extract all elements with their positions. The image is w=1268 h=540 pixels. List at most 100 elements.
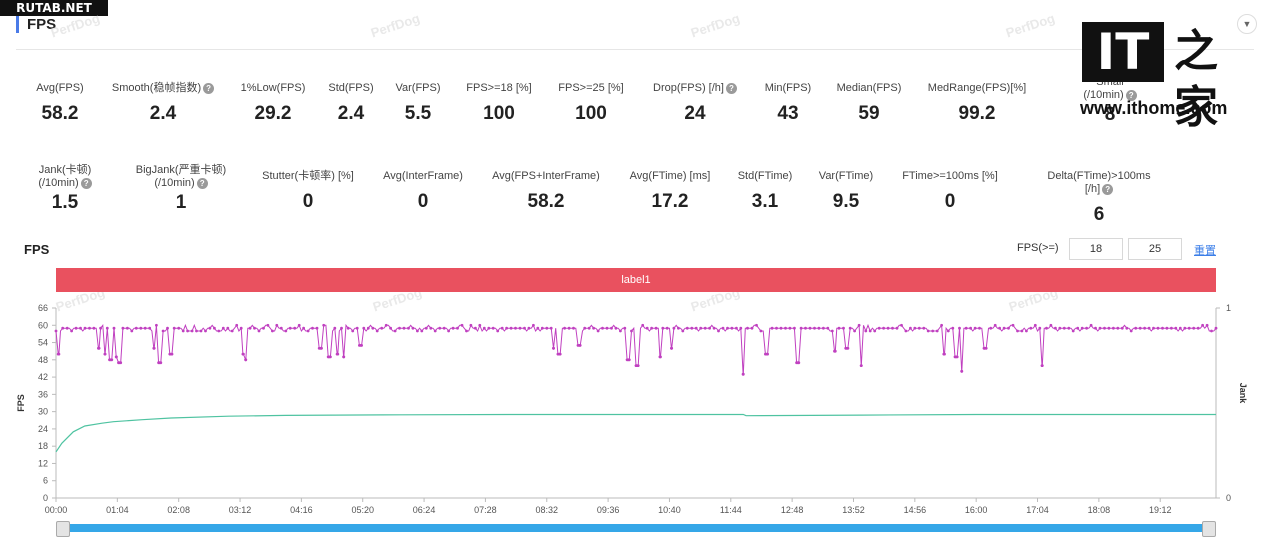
fps-point: [909, 326, 912, 330]
fps-point: [496, 329, 500, 333]
fps-point: [170, 352, 174, 356]
fps-point: [266, 323, 270, 327]
fps-point: [105, 326, 109, 330]
stat-label: FPS>=25 [%]: [531, 82, 651, 95]
fps-point: [826, 326, 830, 330]
fps-point: [1210, 329, 1213, 333]
slider-handle-left[interactable]: [56, 521, 70, 537]
fps-point: [451, 326, 455, 330]
fps-point: [92, 326, 96, 330]
fps-point: [514, 326, 517, 330]
stat-value: 1.5: [51, 192, 79, 213]
stat-label-text: FTime>=100ms [%]: [902, 170, 998, 182]
stat-stats_row2-9: Delta(FTime)>100ms [/h]? 6: [1039, 170, 1159, 226]
fps-point: [940, 323, 943, 327]
fps-point: [217, 329, 221, 333]
stat-label-text: Avg(FPS): [36, 82, 84, 94]
fps-point: [636, 364, 640, 367]
section-title: FPS: [16, 16, 56, 33]
fps-point: [1161, 326, 1164, 330]
fps-point: [244, 358, 248, 362]
y-tick-label: 54: [38, 338, 48, 348]
fps-point: [830, 329, 834, 333]
slider-handle-right[interactable]: [1202, 521, 1216, 537]
fps-point: [969, 326, 972, 330]
fps-point: [420, 329, 424, 333]
fps-point: [208, 326, 212, 330]
fps-point: [288, 326, 292, 330]
fps-point: [735, 326, 738, 330]
stat-label: Delta(FTime)>100ms [/h]?: [1039, 170, 1159, 196]
x-tick-label: 09:36: [597, 505, 620, 515]
fps-point: [797, 361, 801, 365]
fps-point: [130, 329, 134, 333]
help-icon[interactable]: ?: [80, 177, 92, 189]
stat-label: Avg(FPS): [0, 82, 120, 95]
help-icon[interactable]: ?: [1102, 183, 1114, 195]
stat-label: BigJank(严重卡顿) (/10min)?: [121, 164, 241, 190]
reset-button[interactable]: 重置: [1194, 245, 1216, 257]
fps-point: [491, 326, 495, 330]
help-icon[interactable]: ?: [1125, 89, 1137, 101]
fps-point: [739, 326, 743, 330]
stat-value: 8: [1104, 104, 1116, 125]
fps-point: [1174, 326, 1178, 330]
fps-threshold-input-2[interactable]: 25: [1128, 238, 1182, 260]
fps-point: [1007, 326, 1010, 330]
x-tick-label: 18:08: [1088, 505, 1111, 515]
fps-point: [275, 323, 279, 327]
fps-point: [1045, 326, 1048, 330]
stat-label: Median(FPS): [809, 82, 929, 95]
fps-point: [943, 352, 946, 356]
fps-point: [527, 326, 531, 330]
label-bar[interactable]: label1: [56, 268, 1216, 292]
fps-point: [88, 326, 91, 330]
logo-it: IT: [1082, 22, 1164, 82]
fps-point: [984, 346, 988, 350]
help-icon[interactable]: ?: [725, 82, 737, 94]
fps-point: [505, 326, 508, 330]
fps-point: [592, 326, 595, 330]
chart-title: FPS: [24, 242, 50, 257]
slider-track[interactable]: [64, 524, 1208, 532]
x-tick-label: 07:28: [474, 505, 497, 515]
logo-url: www.ithome.com: [1080, 98, 1228, 118]
fps-threshold-input-1[interactable]: 18: [1069, 238, 1123, 260]
stat-label: FPS>=18 [%]: [439, 82, 559, 95]
fps-point: [813, 326, 816, 330]
fps-point: [360, 344, 363, 347]
chevron-down-icon[interactable]: ▼: [1237, 14, 1257, 34]
fps-point: [913, 326, 917, 330]
help-icon[interactable]: ?: [196, 177, 208, 189]
fps-point: [500, 326, 504, 330]
fps-point: [730, 326, 734, 330]
fps-point: [342, 355, 346, 359]
fps-point: [1116, 326, 1120, 330]
fps-point: [74, 326, 78, 330]
fps-point: [951, 326, 955, 330]
time-range-slider[interactable]: [56, 521, 1216, 537]
fps-point: [685, 326, 689, 330]
x-tick-label: 12:48: [781, 505, 804, 515]
fps-point: [226, 326, 230, 330]
fps-point: [221, 326, 225, 330]
fps-point: [1178, 326, 1182, 330]
fps-point: [1011, 323, 1015, 327]
stat-stats_row2-3: Avg(InterFrame) 0: [363, 170, 483, 213]
fps-point: [1002, 326, 1006, 330]
stat-value: 43: [777, 103, 799, 124]
fps-point: [433, 329, 437, 333]
fps-point: [681, 329, 685, 333]
fps-point: [235, 323, 239, 327]
stat-value: 9.5: [832, 191, 860, 212]
fps-point: [465, 329, 468, 333]
fps-point: [567, 326, 571, 330]
help-icon[interactable]: ?: [203, 82, 215, 94]
fps-point: [1094, 326, 1097, 330]
stat-label-text: FPS>=25 [%]: [558, 82, 624, 94]
fps-point: [601, 326, 604, 330]
fps-point: [641, 323, 645, 327]
x-tick-label: 02:08: [167, 505, 190, 515]
fps-point: [596, 329, 600, 333]
fps-point: [583, 326, 587, 330]
